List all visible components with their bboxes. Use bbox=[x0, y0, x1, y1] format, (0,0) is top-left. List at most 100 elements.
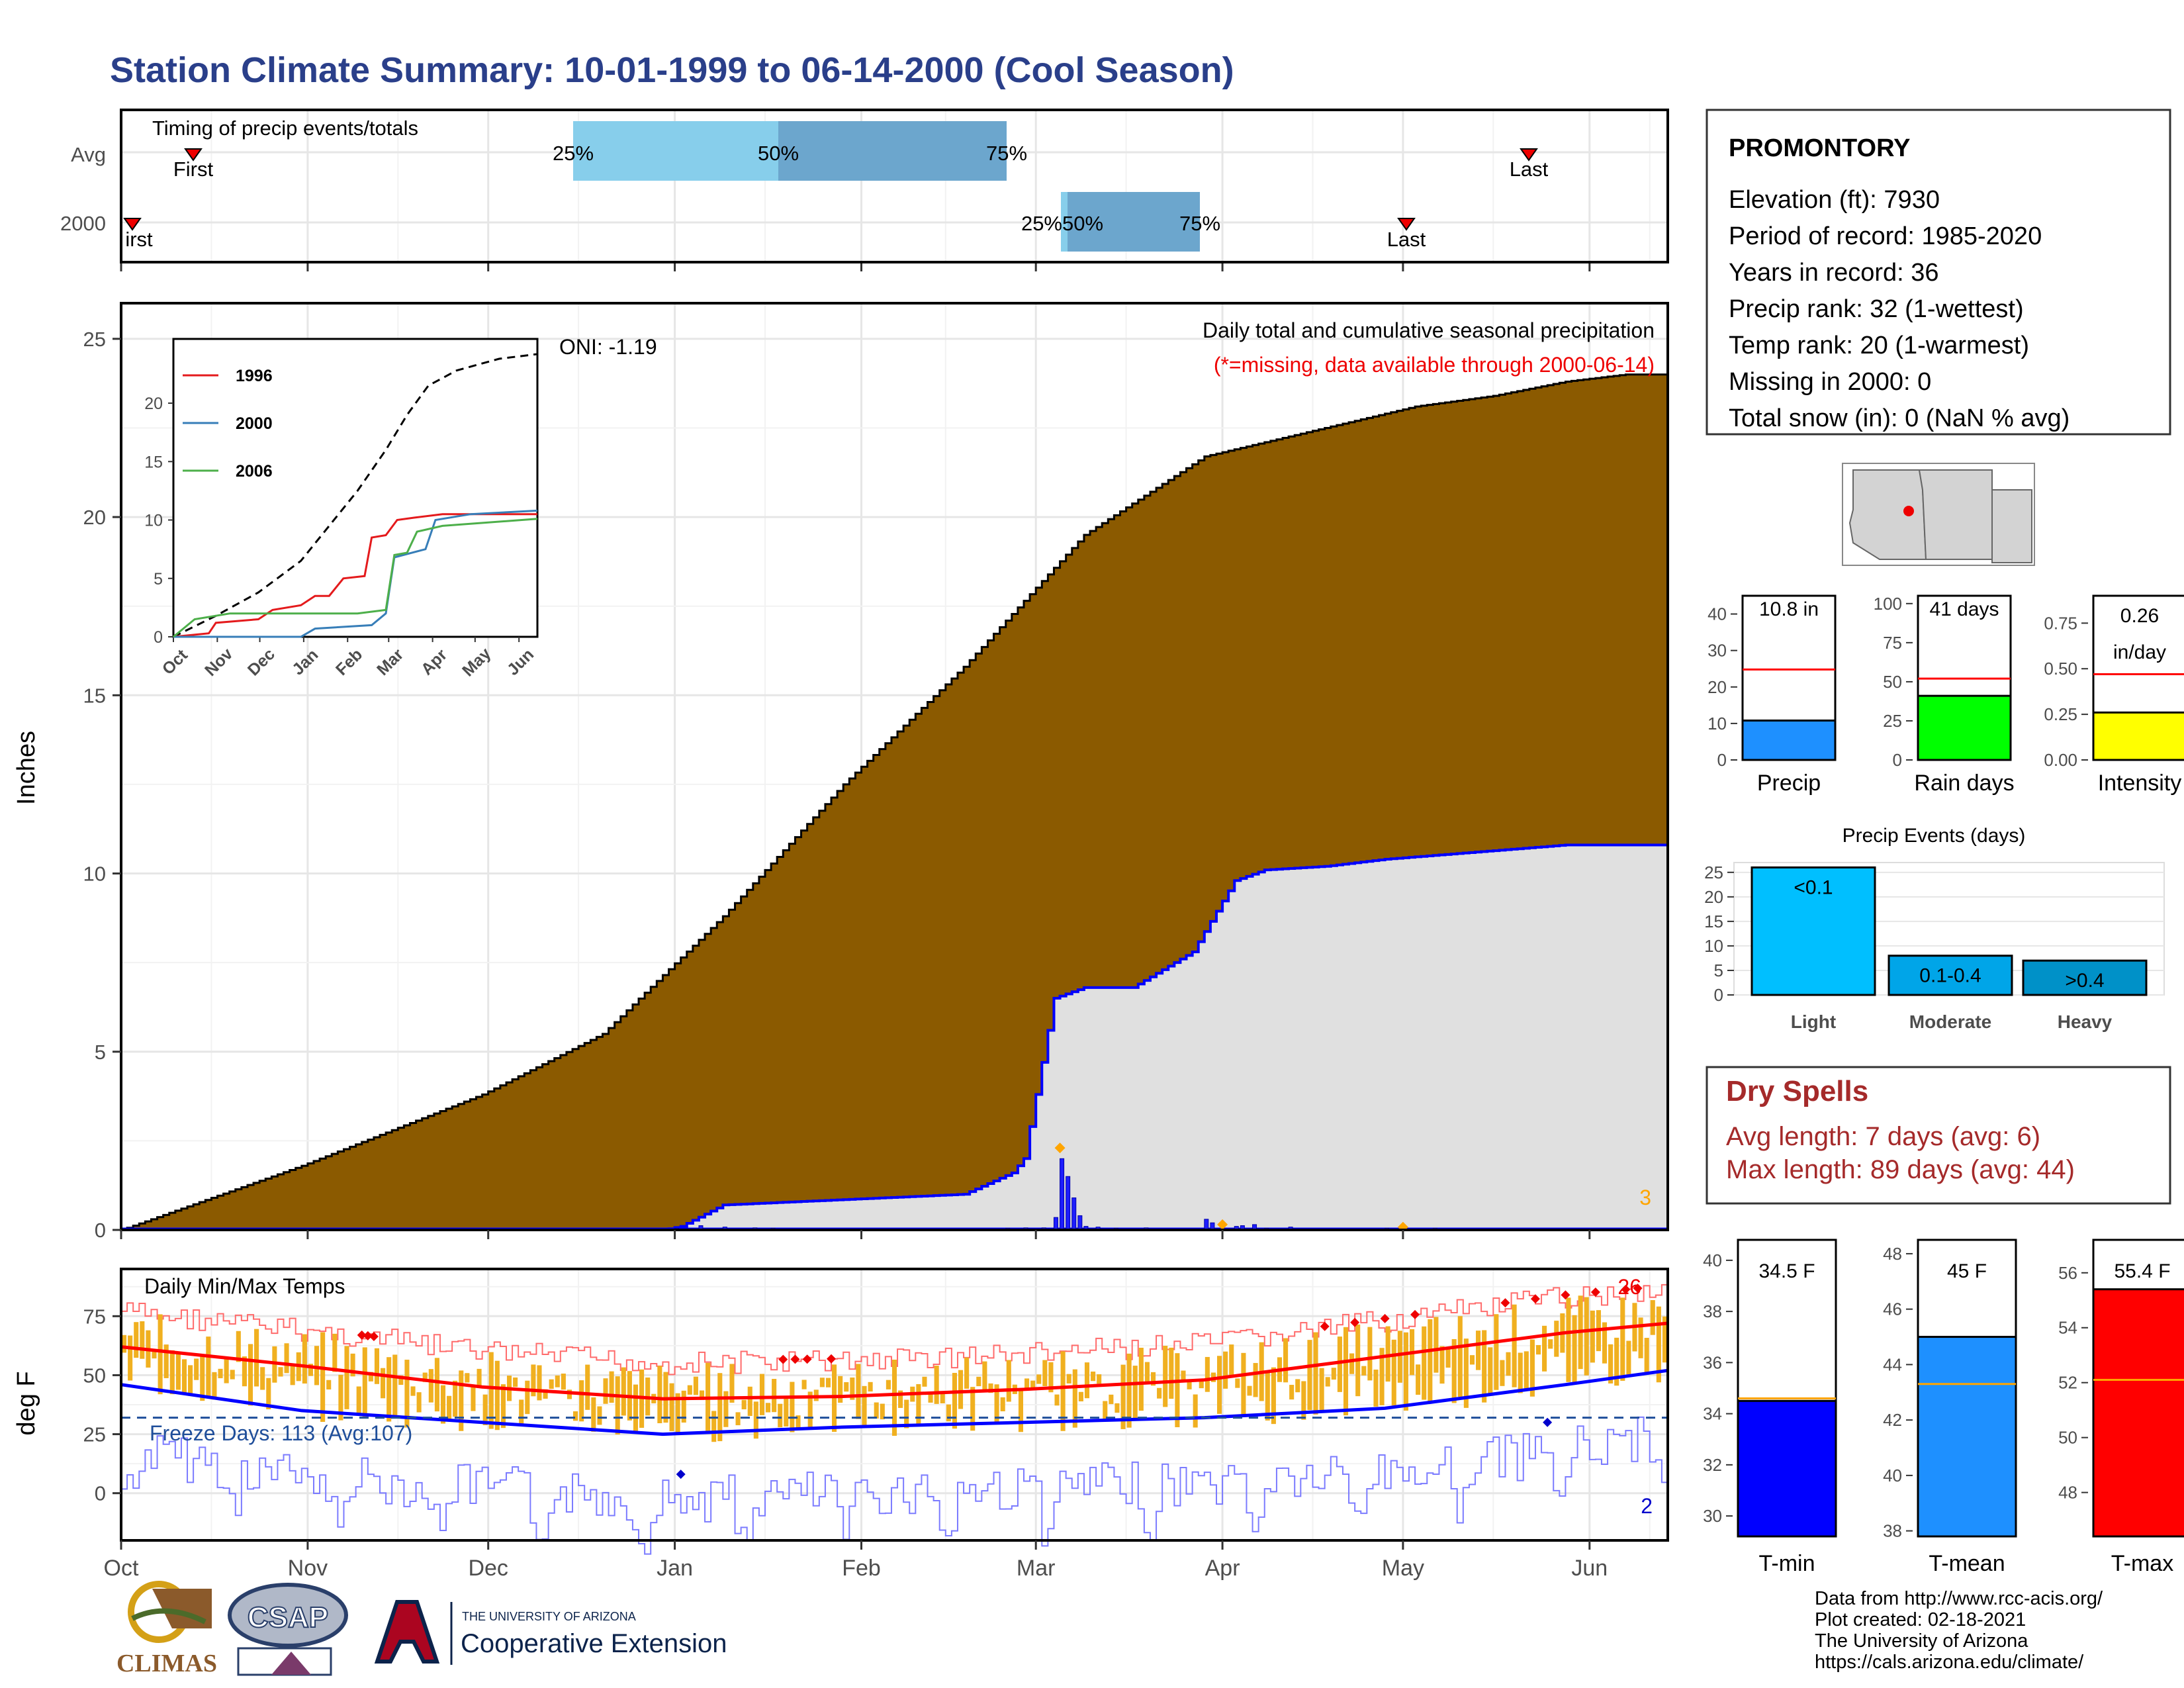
precip-title: Daily total and cumulative seasonal prec… bbox=[1203, 318, 1655, 342]
daily-temp-bar bbox=[747, 1386, 752, 1416]
daily-temp-bar bbox=[1463, 1338, 1469, 1408]
footer-line: Data from http://www.rcc-acis.org/ bbox=[1815, 1588, 2103, 1609]
daily-temp-bar bbox=[1343, 1327, 1349, 1416]
daily-temp-bar bbox=[922, 1376, 927, 1387]
daily-temp-bar bbox=[615, 1376, 620, 1435]
summary-ytick-label: 10 bbox=[1707, 714, 1727, 733]
daily-temp-bar bbox=[1608, 1344, 1614, 1383]
y2000-p75-label: 75% bbox=[1179, 212, 1220, 235]
daily-temp-bar bbox=[1132, 1366, 1138, 1419]
max-record-count: 26 bbox=[1617, 1275, 1641, 1299]
precip-ytick-label: 15 bbox=[83, 684, 106, 707]
daily-temp-bar bbox=[1512, 1304, 1517, 1387]
daily-temp-bar bbox=[543, 1389, 548, 1399]
events-ytick-label: 25 bbox=[1704, 863, 1723, 882]
record-min-line bbox=[121, 1416, 1668, 1555]
daily-temp-bar bbox=[158, 1314, 163, 1395]
daily-temp-bar bbox=[248, 1344, 253, 1406]
daily-temp-bar bbox=[687, 1385, 692, 1395]
record-high-marker bbox=[1320, 1321, 1330, 1331]
daily-temp-bar bbox=[260, 1367, 265, 1390]
record-high-marker bbox=[1633, 1284, 1643, 1293]
daily-temp-bar bbox=[224, 1358, 229, 1383]
daily-temp-bar bbox=[844, 1382, 849, 1392]
ua-small-text: THE UNIVERSITY OF ARIZONA bbox=[462, 1610, 636, 1623]
daily-temp-bar bbox=[326, 1380, 332, 1390]
daily-temp-bar bbox=[290, 1364, 295, 1385]
daily-temp-bar bbox=[482, 1394, 488, 1426]
daily-temp-bar bbox=[1187, 1380, 1192, 1389]
dry-spells-title: Dry Spells bbox=[1726, 1075, 1868, 1107]
tbar-ytick-label: 54 bbox=[2058, 1318, 2077, 1338]
daily-temp-bar bbox=[1367, 1327, 1373, 1381]
daily-temp-bar bbox=[1626, 1340, 1631, 1376]
event-category-label: Light bbox=[1791, 1011, 1836, 1032]
daily-temp-bar bbox=[891, 1359, 897, 1436]
daily-temp-bar bbox=[1494, 1314, 1499, 1390]
event-bar-label: >0.4 bbox=[2065, 970, 2104, 992]
record-high-marker bbox=[1410, 1309, 1420, 1319]
tbar-ytick-label: 52 bbox=[2058, 1373, 2077, 1393]
inset-1996-line bbox=[173, 513, 537, 638]
footer: CLIMAS CSAP THE UNIVERSITY OF ARIZONA Co… bbox=[116, 1581, 2103, 1677]
avg-p50-label: 50% bbox=[758, 142, 799, 165]
arizona-shape bbox=[1848, 469, 1927, 560]
daily-temp-bar bbox=[1006, 1360, 1011, 1402]
daily-temp-bar bbox=[1476, 1331, 1481, 1370]
daily-precip-bar bbox=[1204, 1219, 1209, 1231]
daily-temp-bar bbox=[1138, 1347, 1144, 1411]
daily-temp-bar bbox=[988, 1383, 993, 1393]
timing-row-avg: Avg bbox=[71, 143, 106, 166]
daily-temp-bar bbox=[471, 1385, 476, 1411]
daily-temp-bar bbox=[1529, 1339, 1535, 1397]
daily-temp-bar bbox=[940, 1393, 945, 1403]
daily-temp-bar bbox=[1109, 1394, 1114, 1405]
station-info-line: Precip rank: 32 (1-wettest) bbox=[1729, 295, 2024, 323]
summary-ytick-label: 0 bbox=[1893, 750, 1902, 770]
daily-temp-bar bbox=[880, 1403, 885, 1420]
footer-line: Plot created: 02-18-2021 bbox=[1815, 1609, 2026, 1630]
daily-temp-bar bbox=[1554, 1321, 1559, 1357]
daily-temp-bar bbox=[477, 1368, 482, 1387]
daily-precip-bar bbox=[1053, 1217, 1058, 1231]
avg-p75-label: 75% bbox=[986, 142, 1027, 165]
daily-temp-bar bbox=[465, 1373, 470, 1383]
daily-temp-bar bbox=[1241, 1352, 1246, 1415]
daily-temp-bar bbox=[778, 1403, 783, 1428]
daily-temp-bar bbox=[350, 1353, 355, 1377]
daily-temp-bar bbox=[368, 1372, 373, 1382]
events-ytick-label: 15 bbox=[1704, 912, 1723, 931]
daily-temp-bar bbox=[1175, 1353, 1180, 1428]
tbar bbox=[1737, 1399, 1837, 1538]
daily-temp-bar bbox=[188, 1365, 193, 1396]
daily-temp-bar bbox=[1103, 1401, 1108, 1419]
dry-spells-max: Max length: 89 days (avg: 44) bbox=[1726, 1155, 2075, 1184]
daily-temp-bar bbox=[513, 1377, 518, 1387]
daily-temp-bar bbox=[741, 1399, 747, 1410]
daily-temp-bar bbox=[609, 1371, 614, 1403]
month-label: Oct bbox=[104, 1556, 139, 1581]
daily-temp-bar bbox=[1223, 1351, 1228, 1389]
footer-line: https://cals.arizona.edu/climate/ bbox=[1815, 1652, 2084, 1673]
daily-temp-bar bbox=[1416, 1364, 1421, 1395]
min-record-count: 2 bbox=[1641, 1494, 1653, 1518]
record-high-marker bbox=[1621, 1284, 1631, 1294]
daily-temp-bar bbox=[934, 1366, 939, 1404]
avg-p25-label: 25% bbox=[553, 142, 594, 165]
precip-ytick-label: 5 bbox=[95, 1041, 106, 1064]
y2000-first-marker bbox=[123, 218, 142, 231]
oni-label: ONI: -1.19 bbox=[559, 335, 657, 359]
tbar-ytick-label: 40 bbox=[1703, 1250, 1722, 1270]
daily-temp-bar bbox=[1024, 1378, 1030, 1388]
daily-temp-bar bbox=[1313, 1332, 1318, 1415]
daily-temp-bar bbox=[332, 1333, 338, 1372]
daily-temp-bar bbox=[1584, 1297, 1589, 1376]
record-high-marker bbox=[1380, 1313, 1390, 1323]
texas-shape bbox=[1991, 489, 2032, 563]
event-category-label: Moderate bbox=[1909, 1011, 1991, 1032]
daily-temp-bar bbox=[579, 1380, 584, 1422]
daily-temp-bar bbox=[1397, 1331, 1402, 1383]
record-high-marker bbox=[363, 1331, 373, 1340]
daily-temp-bar bbox=[1042, 1360, 1048, 1386]
daily-temp-bar bbox=[398, 1375, 404, 1385]
